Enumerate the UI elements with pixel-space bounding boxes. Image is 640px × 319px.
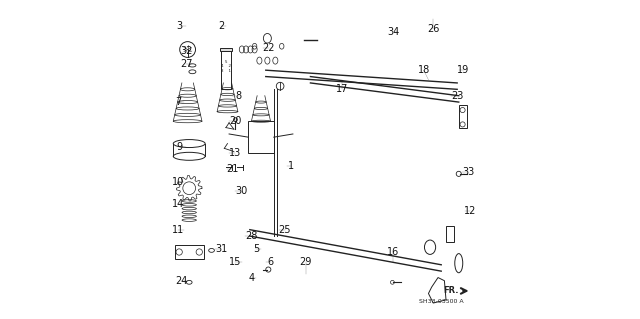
- Bar: [175, 245, 204, 259]
- Text: 5: 5: [253, 244, 259, 254]
- Text: 32: 32: [180, 46, 192, 56]
- Text: 2: 2: [218, 20, 224, 31]
- Text: SH33-03500 A: SH33-03500 A: [419, 299, 463, 304]
- Text: 27: 27: [180, 59, 192, 69]
- Text: 13: 13: [229, 148, 241, 158]
- Text: 18: 18: [417, 65, 430, 75]
- Text: 15: 15: [229, 256, 242, 267]
- Text: 30: 30: [236, 186, 248, 197]
- Text: 22: 22: [262, 43, 275, 53]
- Text: 3: 3: [177, 20, 182, 31]
- Text: 6: 6: [268, 256, 274, 267]
- Text: 19: 19: [458, 65, 470, 75]
- Text: 34: 34: [387, 27, 399, 37]
- Text: 14: 14: [172, 199, 184, 209]
- Text: 26: 26: [427, 24, 440, 34]
- Text: 9: 9: [177, 142, 182, 152]
- Text: 11: 11: [172, 225, 184, 235]
- Text: 31: 31: [215, 244, 227, 254]
- Text: 23: 23: [451, 91, 463, 101]
- Text: 1: 1: [288, 161, 294, 171]
- Text: 12: 12: [464, 205, 476, 216]
- Bar: [459, 105, 467, 128]
- Bar: [221, 51, 230, 89]
- Text: 16: 16: [387, 247, 399, 257]
- Bar: [220, 48, 232, 51]
- Bar: [446, 226, 454, 242]
- Text: 20: 20: [229, 116, 242, 126]
- Text: 25: 25: [278, 225, 291, 235]
- Text: 33: 33: [462, 167, 474, 177]
- Text: 10: 10: [172, 177, 184, 187]
- Text: 17: 17: [336, 84, 349, 94]
- Text: 4: 4: [248, 272, 255, 283]
- Text: 28: 28: [245, 231, 258, 241]
- Text: 21: 21: [226, 164, 239, 174]
- Text: FR.: FR.: [444, 286, 459, 295]
- Text: 7: 7: [175, 97, 181, 107]
- Text: 8: 8: [236, 91, 242, 101]
- Bar: [248, 121, 274, 153]
- Text: 24: 24: [175, 276, 188, 286]
- Text: 5
4  2
3  1: 5 4 2 3 1: [221, 60, 231, 73]
- Text: 29: 29: [300, 256, 312, 267]
